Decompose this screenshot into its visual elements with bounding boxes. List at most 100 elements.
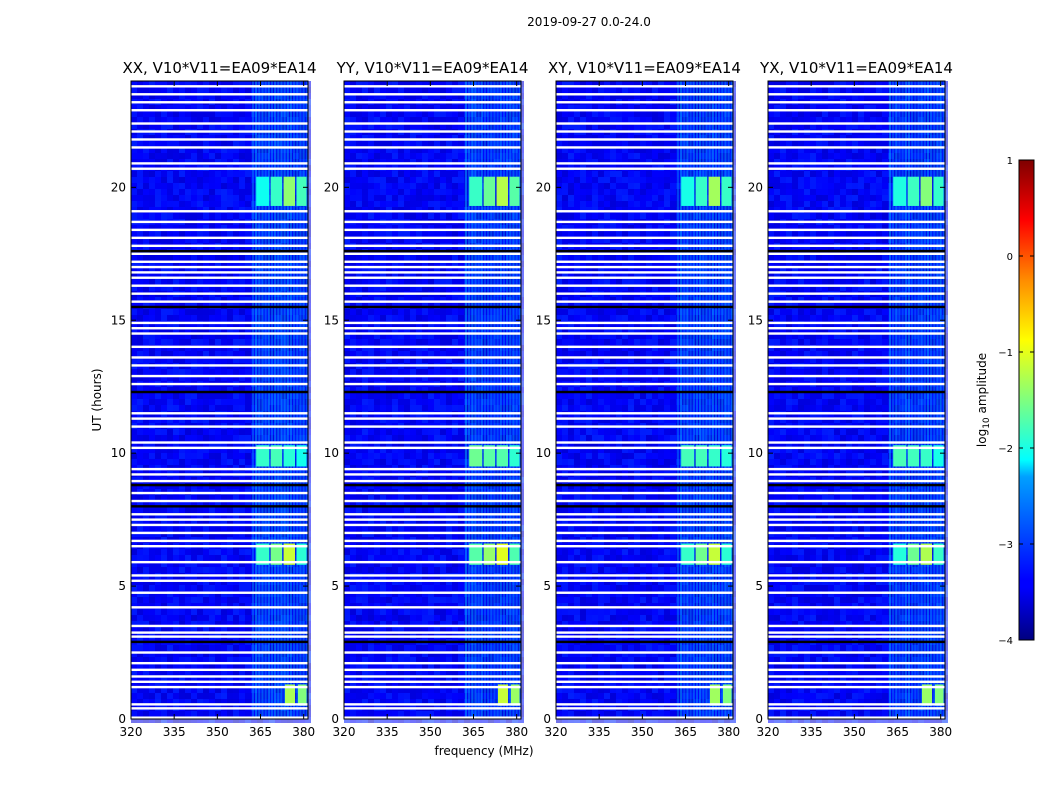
bright-region-6 xyxy=(708,543,721,565)
panel-title: YX, V10*V11=EA09*EA14 xyxy=(759,59,953,77)
bright-region-7 xyxy=(509,543,520,565)
bright-region-8 xyxy=(893,176,907,206)
bright-region-11 xyxy=(933,176,944,206)
panel-2: XY, V10*V11=EA09*EA14 320 335 350 365 380 0 5 10… xyxy=(536,59,741,739)
bright-region-2 xyxy=(496,445,509,467)
bright-region-0 xyxy=(681,445,695,467)
y-tick-label: 10 xyxy=(748,446,763,460)
figure-suptitle: 2019-09-27 0.0-24.0 xyxy=(527,15,651,29)
flagged-rows xyxy=(131,85,308,719)
y-tick-label: 0 xyxy=(543,712,551,726)
x-tick-label: 335 xyxy=(588,725,611,739)
bright-region-13 xyxy=(934,684,944,706)
x-tick-label: 365 xyxy=(886,725,909,739)
bright-region-6 xyxy=(496,543,509,565)
bright-region-8 xyxy=(681,176,695,206)
x-tick-label: 335 xyxy=(800,725,823,739)
rfi-band xyxy=(888,81,945,719)
y-tick-label: 20 xyxy=(324,180,339,194)
y-tick-label: 5 xyxy=(331,579,339,593)
bright-region-1 xyxy=(695,445,708,467)
bright-region-1 xyxy=(907,445,920,467)
x-tick-label: 380 xyxy=(717,725,740,739)
bright-region-13 xyxy=(510,684,520,706)
x-axis-label: frequency (MHz) xyxy=(434,744,533,758)
x-tick-label: 380 xyxy=(505,725,528,739)
panel-1: YY, V10*V11=EA09*EA14 320 335 350 365 380 0 5 10… xyxy=(324,59,529,739)
panel-frame xyxy=(555,80,734,720)
x-tick-label: 380 xyxy=(292,725,315,739)
panel-0: XX, V10*V11=EA09*EA14 320 335 350 365 380 0 5 10… xyxy=(111,59,317,739)
bright-region-9 xyxy=(270,176,283,206)
y-tick-label: 5 xyxy=(118,579,126,593)
colorbar-gradient xyxy=(1018,159,1035,641)
bright-region-13 xyxy=(297,684,307,706)
bright-region-3 xyxy=(296,445,307,467)
rfi-band xyxy=(464,81,521,719)
bright-region-10 xyxy=(708,176,721,206)
panel-title: XX, V10*V11=EA09*EA14 xyxy=(122,59,316,77)
bright-region-2 xyxy=(708,445,721,467)
colorbar-tick-label: −3 xyxy=(998,540,1013,551)
bright-region-13 xyxy=(722,684,732,706)
bright-region-12 xyxy=(284,684,296,706)
bright-region-5 xyxy=(483,543,496,565)
y-tick-label: 5 xyxy=(543,579,551,593)
x-tick-label: 320 xyxy=(757,725,780,739)
bright-region-7 xyxy=(721,543,732,565)
bright-region-3 xyxy=(721,445,732,467)
x-tick-label: 350 xyxy=(206,725,229,739)
rfi-band xyxy=(251,81,308,719)
bright-region-6 xyxy=(283,543,296,565)
colorbar-ticks: 1 0 −1 −2 −3 −4 xyxy=(998,156,1034,647)
colorbar-tick-label: 0 xyxy=(1007,252,1013,263)
panel-frame xyxy=(767,80,946,720)
bright-region-12 xyxy=(497,684,509,706)
y-tick-label: 15 xyxy=(536,313,551,327)
bright-region-2 xyxy=(283,445,296,467)
colorbar-label: log10 amplitude xyxy=(975,353,992,447)
bright-region-12 xyxy=(709,684,721,706)
bright-region-8 xyxy=(256,176,270,206)
x-tick-label: 350 xyxy=(631,725,654,739)
bright-region-10 xyxy=(283,176,296,206)
bright-region-5 xyxy=(907,543,920,565)
bright-region-7 xyxy=(296,543,307,565)
colorbar-tick-label: −4 xyxy=(998,636,1013,647)
x-tick-label: 335 xyxy=(376,725,399,739)
y-tick-label: 20 xyxy=(748,180,763,194)
x-tick-label: 320 xyxy=(120,725,143,739)
y-tick-label: 0 xyxy=(118,712,126,726)
x-tick-label: 320 xyxy=(333,725,356,739)
bright-region-5 xyxy=(270,543,283,565)
x-tick-label: 365 xyxy=(674,725,697,739)
flagged-rows xyxy=(768,85,945,719)
bright-region-9 xyxy=(907,176,920,206)
y-tick-label: 0 xyxy=(331,712,339,726)
colorbar: 1 0 −1 −2 −3 −4 log10 amplitude xyxy=(975,156,1035,647)
panel-title: YY, V10*V11=EA09*EA14 xyxy=(336,59,529,77)
bright-region-7 xyxy=(933,543,944,565)
bright-region-9 xyxy=(695,176,708,206)
bright-region-1 xyxy=(270,445,283,467)
flagged-rows xyxy=(556,85,733,719)
colorbar-tick-label: 1 xyxy=(1007,156,1013,167)
bright-region-3 xyxy=(933,445,944,467)
x-tick-label: 380 xyxy=(929,725,952,739)
panel-3: YX, V10*V11=EA09*EA14 320 335 350 365 380 0 5 10… xyxy=(748,59,953,739)
colorbar-tick-label: −1 xyxy=(998,348,1013,359)
y-tick-label: 10 xyxy=(536,446,551,460)
bright-region-3 xyxy=(509,445,520,467)
y-tick-label: 20 xyxy=(111,180,126,194)
bright-region-8 xyxy=(469,176,483,206)
bright-region-0 xyxy=(893,445,907,467)
bright-region-5 xyxy=(695,543,708,565)
bright-region-6 xyxy=(920,543,933,565)
bright-region-0 xyxy=(256,445,270,467)
y-tick-label: 15 xyxy=(748,313,763,327)
bright-region-4 xyxy=(893,543,907,565)
y-axis-label: UT (hours) xyxy=(90,368,104,431)
y-tick-label: 10 xyxy=(324,446,339,460)
bright-region-11 xyxy=(296,176,307,206)
